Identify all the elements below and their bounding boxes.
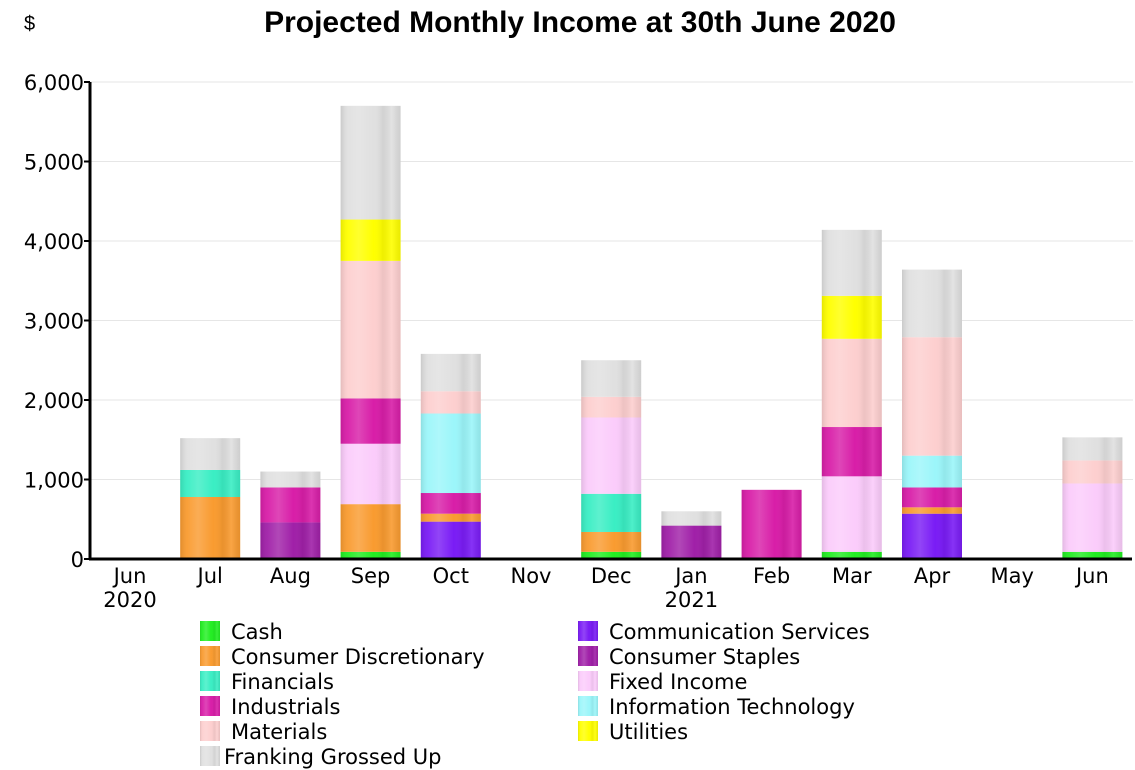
bar-segment — [581, 493, 642, 532]
x-tick-label: Feb — [753, 564, 790, 588]
bar-segment — [1062, 483, 1123, 552]
x-tick-sublabel: 2020 — [103, 588, 156, 612]
bar-segment — [340, 260, 401, 399]
bar-segment — [581, 360, 642, 397]
legend: Cash Communication Services Consumer Discr… — [200, 620, 870, 769]
legend-label: Franking Grossed Up — [224, 745, 441, 769]
bar-segment — [420, 513, 481, 522]
legend-item: Communication Services — [578, 620, 870, 644]
x-tick-label: Apr — [914, 564, 951, 588]
bar-segment — [821, 229, 882, 296]
legend-label: Utilities — [609, 720, 688, 744]
x-tick-label: Mar — [832, 564, 872, 588]
x-tick-label: Sep — [351, 564, 391, 588]
legend-label: Materials — [231, 720, 327, 744]
legend-item: Utilities — [578, 720, 688, 744]
x-tick-label: Jan — [673, 564, 707, 588]
legend-label: Financials — [231, 670, 334, 694]
legend-label: Consumer Discretionary — [231, 645, 485, 669]
bar-segment — [821, 476, 882, 552]
bar-segment — [821, 338, 882, 428]
bars — [180, 105, 1123, 559]
bar-segment — [581, 551, 642, 559]
bar-segment — [661, 525, 722, 559]
x-tick-label: Nov — [511, 564, 552, 588]
bar-segment — [581, 531, 642, 552]
bar-segment — [902, 487, 962, 508]
y-tick-label: 3,000 — [24, 310, 84, 334]
bar-segment — [340, 105, 401, 220]
x-tick-label: Jun — [1074, 564, 1109, 588]
bar-segment — [420, 521, 481, 559]
legend-label: Cash — [231, 620, 283, 644]
x-tick-label: Dec — [591, 564, 632, 588]
y-tick-label: 6,000 — [24, 71, 84, 95]
x-tick-label: Oct — [433, 564, 469, 588]
legend-label: Information Technology — [609, 695, 855, 719]
bar-segment — [1062, 437, 1123, 461]
bar-segment — [260, 471, 321, 488]
bar-segment — [1062, 551, 1123, 559]
bar-segment — [821, 427, 882, 477]
bar-segment — [340, 504, 401, 552]
y-tick-label: 1,000 — [24, 469, 84, 493]
bar-segment — [581, 396, 642, 418]
x-tick-label: Jun — [112, 564, 147, 588]
unit-label: $ — [24, 13, 35, 35]
bar-segment — [741, 489, 802, 559]
bar-segment — [340, 219, 401, 261]
bar-segment — [420, 353, 481, 392]
bar-segment — [420, 493, 481, 514]
chart-title: Projected Monthly Income at 30th June 20… — [264, 6, 896, 39]
bar-segment — [661, 511, 722, 526]
x-tick-label: Jul — [196, 564, 223, 588]
bar-segment — [420, 413, 481, 494]
bar-segment — [581, 417, 642, 494]
y-tick-label: 5,000 — [24, 151, 84, 175]
legend-label: Consumer Staples — [609, 645, 800, 669]
x-tick-label: May — [990, 564, 1033, 588]
legend-item: Information Technology — [578, 695, 855, 719]
y-tick-label: 2,000 — [24, 389, 84, 413]
bar-segment — [420, 391, 481, 414]
bar-segment — [180, 438, 241, 470]
x-tick-sublabel: 2021 — [665, 588, 718, 612]
bar-segment — [180, 496, 241, 559]
bar-segment — [902, 507, 962, 514]
bar-segment — [1062, 460, 1123, 484]
legend-label: Communication Services — [609, 620, 870, 644]
bar-segment — [821, 295, 882, 339]
y-tick-label: 4,000 — [24, 230, 84, 254]
y-tick-labels: 0 1,000 2,000 3,000 4,000 5,000 6,000 — [24, 71, 90, 572]
legend-item: Industrials — [200, 695, 340, 719]
bar-segment — [340, 551, 401, 559]
bar-segment — [180, 469, 241, 497]
legend-item: Fixed Income — [578, 670, 747, 694]
bar-segment — [260, 522, 321, 559]
legend-item: Materials — [200, 720, 327, 744]
bar-segment — [902, 455, 962, 488]
bar-segment — [902, 513, 962, 559]
y-tick-label: 0 — [71, 548, 84, 572]
legend-item: Consumer Discretionary — [200, 645, 485, 669]
bar-segment — [902, 269, 962, 338]
bar-segment — [821, 551, 882, 559]
bar-segment — [340, 398, 401, 444]
bar-segment — [340, 443, 401, 505]
bar-segment — [902, 337, 962, 456]
bar-segment — [260, 487, 321, 523]
x-tick-label: Aug — [270, 564, 311, 588]
legend-item: Franking Grossed Up — [200, 745, 441, 769]
legend-label: Industrials — [231, 695, 340, 719]
legend-item: Cash — [200, 620, 283, 644]
legend-label: Fixed Income — [609, 670, 747, 694]
legend-item: Financials — [200, 670, 334, 694]
legend-item: Consumer Staples — [578, 645, 800, 669]
